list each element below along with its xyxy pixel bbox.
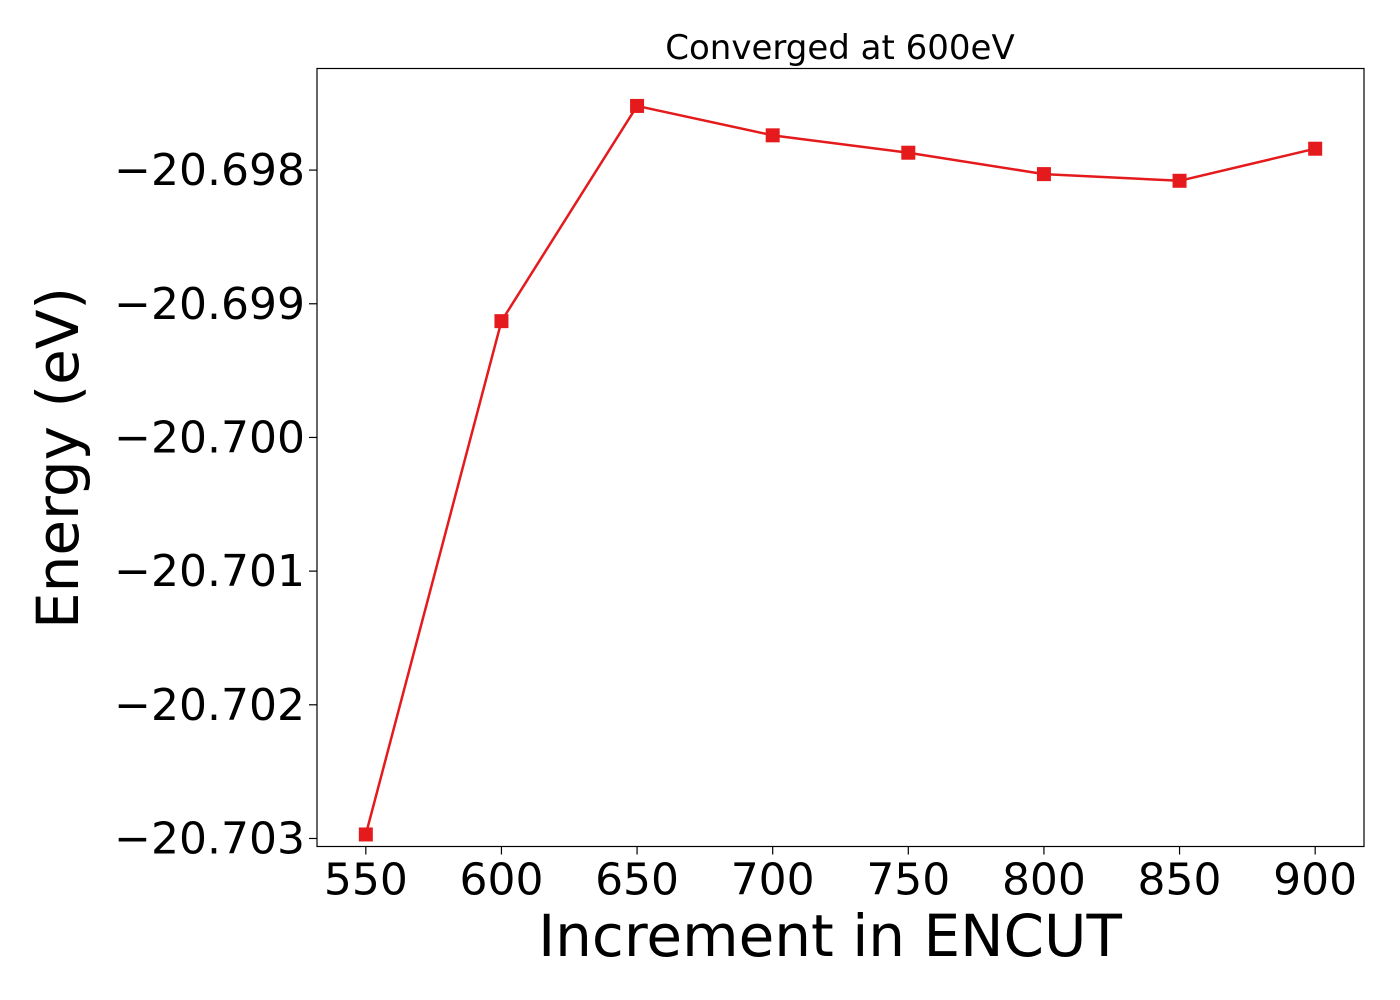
x-axis-ticks: 550 600 650 700 750 800 850 900 — [324, 846, 1357, 906]
data-point-marker — [1036, 167, 1051, 182]
series-line — [364, 104, 1316, 835]
data-point-marker — [630, 98, 645, 113]
x-tick-label: 750 — [866, 855, 950, 906]
data-point-marker — [494, 314, 509, 329]
data-point-marker — [1172, 173, 1187, 188]
x-axis-label: Increment in ENCUT — [538, 902, 1122, 970]
y-tick-label: −20.702 — [114, 680, 305, 731]
y-tick-label: −20.700 — [114, 412, 305, 463]
x-tick-label: 700 — [731, 855, 815, 906]
x-tick-label: 600 — [459, 855, 543, 906]
data-point-marker — [1308, 141, 1323, 156]
y-axis-ticks: −20.698 −20.699 −20.700 −20.701 −20.702 −20.7… — [114, 145, 317, 864]
y-axis-label: Energy (eV) — [24, 287, 92, 629]
x-tick-label: 800 — [1002, 855, 1086, 906]
data-point-marker — [358, 827, 373, 842]
y-tick-label: −20.699 — [114, 279, 305, 330]
series-layer — [358, 98, 1323, 842]
y-tick-label: −20.701 — [114, 546, 305, 597]
data-point-marker — [765, 128, 780, 143]
plot-frame — [316, 67, 1365, 848]
x-tick-label: 850 — [1138, 855, 1222, 906]
x-tick-label: 900 — [1273, 855, 1357, 906]
x-tick-label: 550 — [324, 855, 408, 906]
x-tick-label: 650 — [595, 855, 679, 906]
data-point-marker — [901, 145, 916, 160]
y-tick-label: −20.698 — [114, 145, 305, 196]
chart-title: Converged at 600eV — [665, 28, 1014, 68]
y-tick-label: −20.703 — [114, 813, 305, 864]
